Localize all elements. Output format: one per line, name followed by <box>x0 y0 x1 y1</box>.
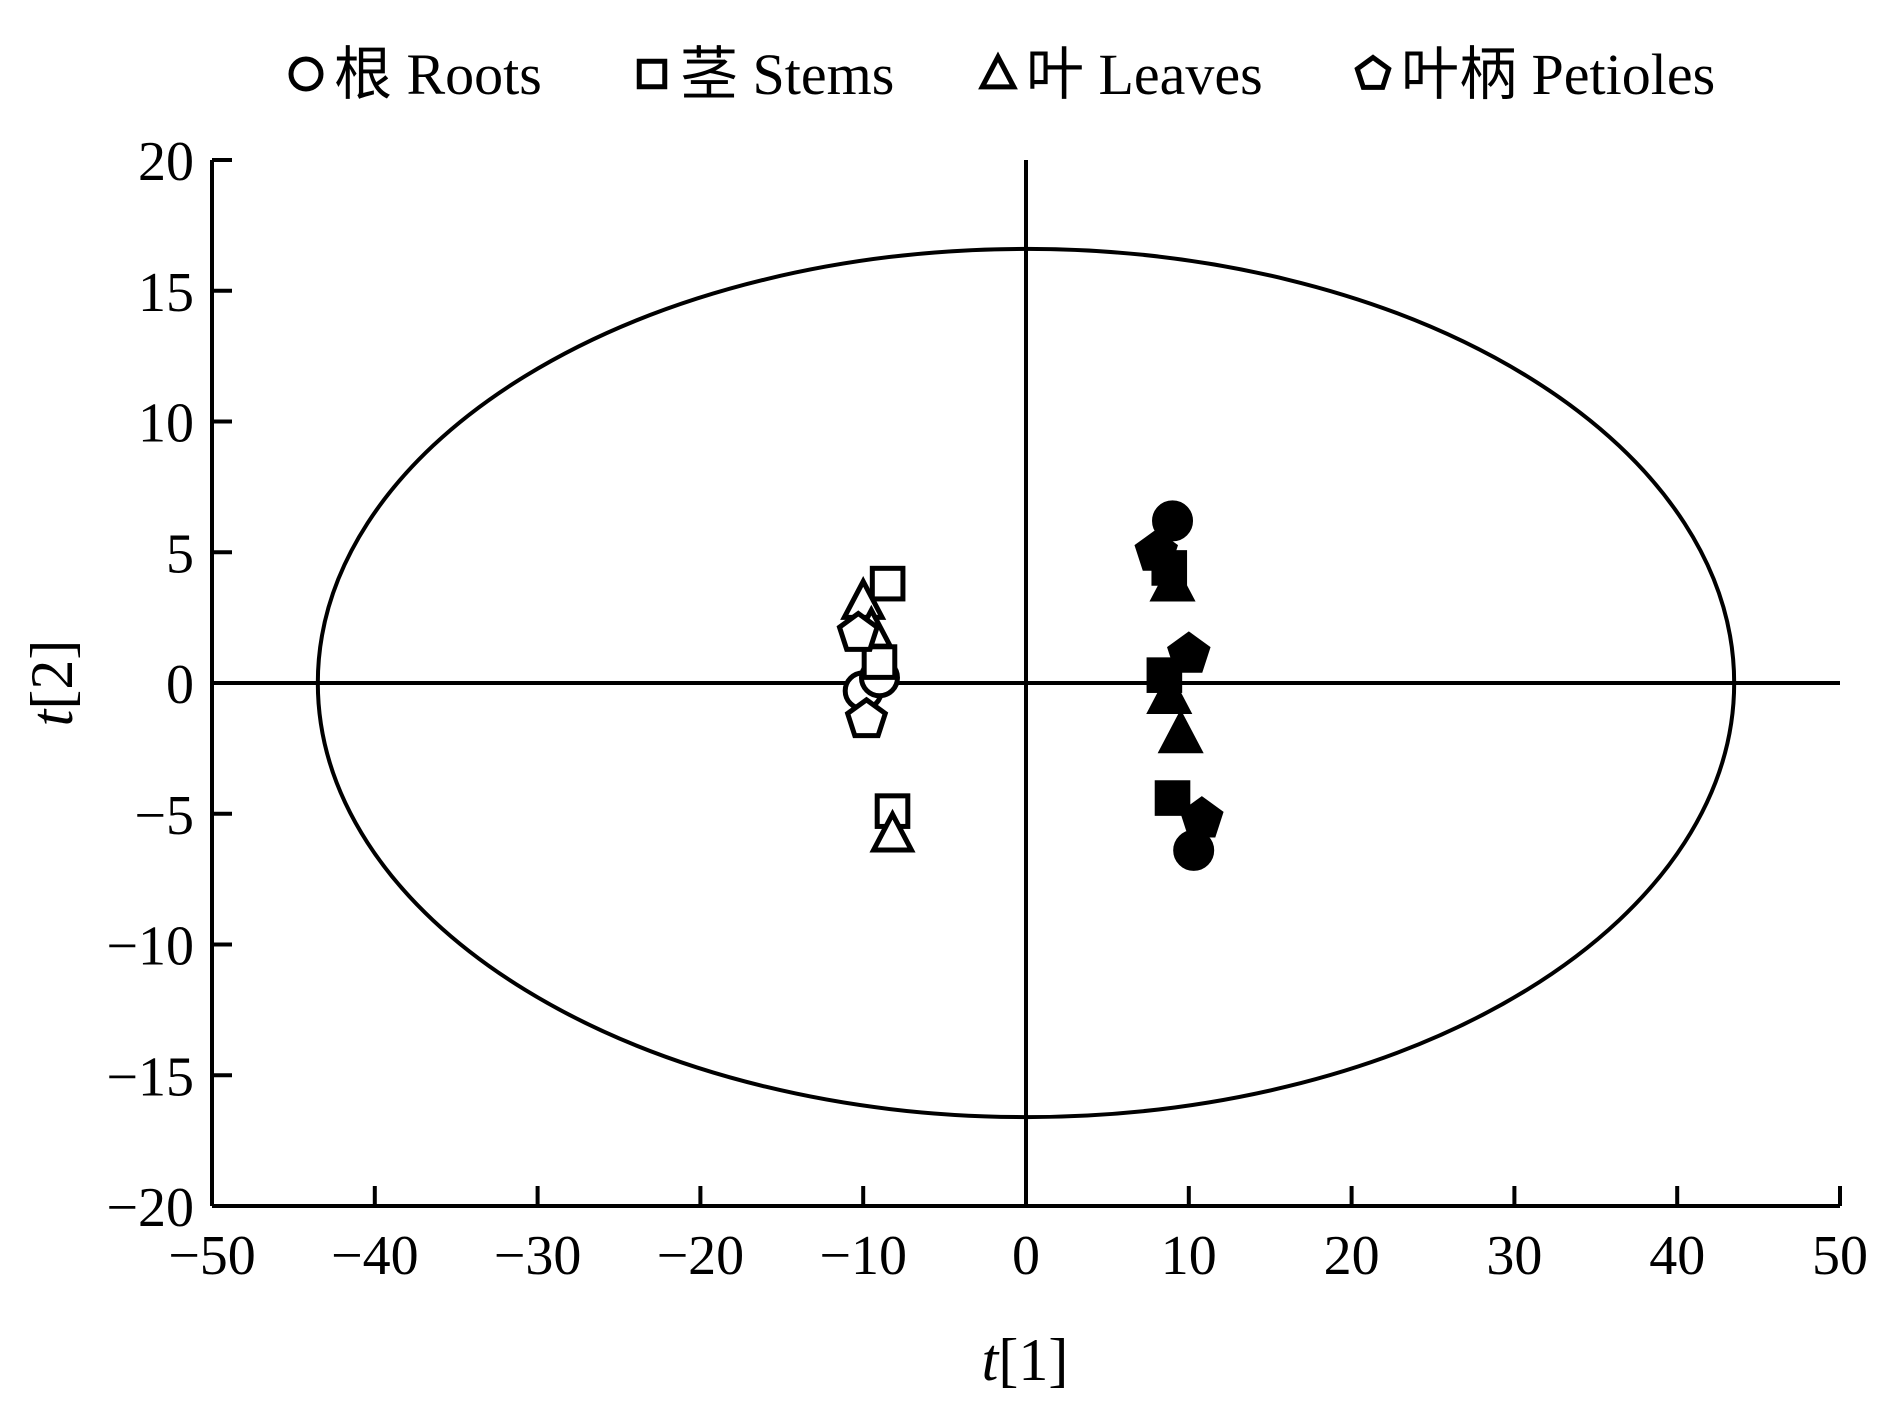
x-tick-label: −40 <box>331 1225 419 1287</box>
y-tick-label: 5 <box>166 523 194 585</box>
x-tick-label: 10 <box>1161 1225 1217 1287</box>
y-axis: 20 15 10 5 0 −5 −10 −15 −20 <box>106 131 232 1239</box>
x-axis-title: t[1] <box>982 1327 1069 1393</box>
legend-marker-circle <box>288 56 324 92</box>
y-tick-label: 15 <box>138 262 194 324</box>
y-tick-label: −20 <box>106 1177 194 1239</box>
point-leaves-filled <box>1146 670 1193 714</box>
x-tick-label: 40 <box>1649 1225 1705 1287</box>
point-petioles-filled <box>1134 529 1179 571</box>
point-stems-open <box>869 565 906 602</box>
legend-label: 叶柄 Petioles <box>1401 42 1715 107</box>
y-axis-title: t[2] <box>19 640 85 727</box>
legend-label: 根 Roots <box>334 42 542 107</box>
point-roots-filled <box>1173 829 1215 871</box>
legend-label: 茎 Stems <box>680 42 894 107</box>
data-points <box>836 500 1224 871</box>
x-tick-label: 20 <box>1324 1225 1380 1287</box>
plot-area <box>210 160 1840 1208</box>
x-tick-label: 50 <box>1812 1225 1868 1287</box>
y-tick-label: 10 <box>138 393 194 455</box>
legend: 根 Roots 茎 Stems 叶 Leaves 叶柄 Petioles <box>288 42 1715 107</box>
confidence-ellipse <box>315 246 1737 1120</box>
x-tick-label: −10 <box>819 1225 907 1287</box>
x-tick-label: −50 <box>168 1225 256 1287</box>
x-tick-label: −30 <box>494 1225 582 1287</box>
point-petioles-open <box>844 696 889 739</box>
x-axis: −50 −40 −30 −20 −10 0 10 20 30 40 50 <box>168 1186 1868 1287</box>
y-tick-label: −5 <box>134 785 194 847</box>
point-petioles-filled <box>1180 796 1224 838</box>
point-leaves-filled <box>1157 709 1204 754</box>
y-tick-label: 20 <box>138 131 194 193</box>
legend-marker-square <box>636 58 668 90</box>
y-tick-label: −10 <box>106 916 194 978</box>
y-tick-label: 0 <box>166 654 194 716</box>
legend-marker-pentagon <box>1354 54 1392 90</box>
point-petioles-open <box>836 610 881 652</box>
x-tick-label: 0 <box>1012 1225 1040 1287</box>
point-leaves-filled <box>1149 557 1196 602</box>
legend-label: 叶 Leaves <box>1026 42 1263 107</box>
point-petioles-filled <box>1167 631 1211 673</box>
point-roots-filled <box>1152 500 1194 542</box>
legend-marker-triangle <box>978 51 1018 90</box>
point-leaves-open <box>869 808 916 853</box>
y-tick-label: −15 <box>106 1046 194 1108</box>
point-stems-filled <box>1154 780 1191 816</box>
x-tick-label: 30 <box>1486 1225 1542 1287</box>
x-tick-label: −20 <box>657 1225 745 1287</box>
